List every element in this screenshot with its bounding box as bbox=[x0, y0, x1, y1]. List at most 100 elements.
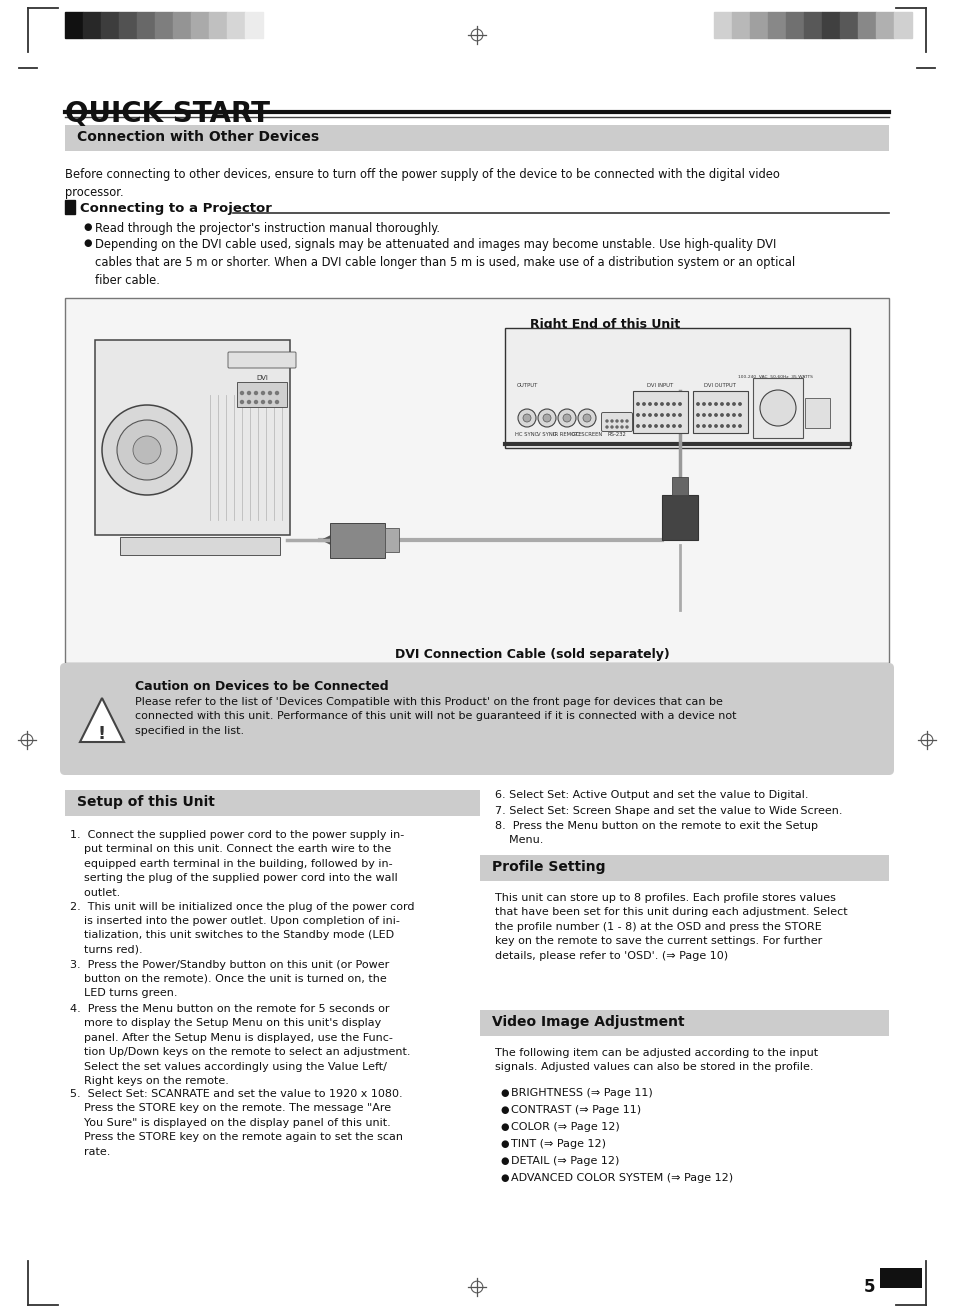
Bar bbox=[172, 12, 191, 38]
Bar bbox=[671, 477, 687, 495]
Text: 4.  Press the Menu button on the remote for 5 seconds or
    more to display the: 4. Press the Menu button on the remote f… bbox=[70, 1004, 410, 1086]
Circle shape bbox=[672, 414, 675, 416]
Text: Video Image Adjustment: Video Image Adjustment bbox=[492, 1015, 684, 1029]
Text: 3.  Press the Power/Standby button on this unit (or Power
    button on the remo: 3. Press the Power/Standby button on thi… bbox=[70, 960, 389, 998]
Circle shape bbox=[702, 414, 704, 416]
Bar bbox=[191, 12, 209, 38]
Circle shape bbox=[582, 414, 590, 421]
Circle shape bbox=[605, 425, 607, 428]
Bar bbox=[137, 12, 154, 38]
Text: 2.  This unit will be initialized once the plug of the power cord
    is inserte: 2. This unit will be initialized once th… bbox=[70, 902, 414, 955]
Text: 1.  Connect the supplied power cord to the power supply in-
    put terminal on : 1. Connect the supplied power cord to th… bbox=[70, 830, 404, 898]
Circle shape bbox=[578, 410, 596, 427]
Text: 100-240  VAC  50-60Hz  35 WATTS: 100-240 VAC 50-60Hz 35 WATTS bbox=[737, 376, 812, 379]
Bar bbox=[713, 12, 731, 38]
Circle shape bbox=[542, 414, 551, 421]
Text: Setup of this Unit: Setup of this Unit bbox=[77, 794, 214, 809]
Circle shape bbox=[620, 425, 622, 428]
Text: ●: ● bbox=[499, 1173, 508, 1183]
Circle shape bbox=[738, 403, 740, 406]
Circle shape bbox=[247, 400, 251, 403]
Circle shape bbox=[702, 403, 704, 406]
Circle shape bbox=[102, 404, 192, 495]
Bar bbox=[65, 790, 479, 815]
Bar bbox=[101, 12, 119, 38]
Circle shape bbox=[642, 403, 644, 406]
Circle shape bbox=[637, 403, 639, 406]
Text: OUTPUT: OUTPUT bbox=[516, 383, 537, 389]
Bar bbox=[767, 12, 785, 38]
Circle shape bbox=[648, 403, 651, 406]
Text: GC SCREEN: GC SCREEN bbox=[571, 432, 601, 437]
Text: Before connecting to other devices, ensure to turn off the power supply of the d: Before connecting to other devices, ensu… bbox=[65, 168, 779, 200]
Circle shape bbox=[562, 414, 571, 421]
Bar bbox=[245, 12, 263, 38]
Text: BRIGHTNESS (⇒ Page 11): BRIGHTNESS (⇒ Page 11) bbox=[511, 1088, 652, 1098]
Text: Depending on the DVI cable used, signals may be attenuated and images may become: Depending on the DVI cable used, signals… bbox=[95, 238, 794, 288]
Text: TINT (⇒ Page 12): TINT (⇒ Page 12) bbox=[511, 1138, 605, 1149]
Circle shape bbox=[558, 410, 576, 427]
Text: ●: ● bbox=[83, 238, 91, 248]
Bar bbox=[504, 328, 849, 448]
Circle shape bbox=[726, 414, 728, 416]
Text: 7. Select Set: Screen Shape and set the value to Wide Screen.: 7. Select Set: Screen Shape and set the … bbox=[495, 805, 841, 815]
Circle shape bbox=[616, 420, 618, 421]
Circle shape bbox=[648, 425, 651, 427]
Text: 8.  Press the Menu button on the remote to exit the Setup
    Menu.: 8. Press the Menu button on the remote t… bbox=[495, 821, 817, 846]
Circle shape bbox=[760, 390, 795, 425]
Text: 6. Select Set: Active Output and set the value to Digital.: 6. Select Set: Active Output and set the… bbox=[495, 790, 807, 800]
Circle shape bbox=[714, 414, 717, 416]
FancyBboxPatch shape bbox=[228, 352, 295, 368]
Circle shape bbox=[261, 391, 264, 394]
Circle shape bbox=[605, 420, 607, 421]
Circle shape bbox=[247, 391, 251, 394]
Bar bbox=[479, 1010, 888, 1036]
Circle shape bbox=[702, 425, 704, 427]
Bar bbox=[65, 12, 83, 38]
Bar bbox=[119, 12, 137, 38]
Text: The following item can be adjusted according to the input
signals. Adjusted valu: The following item can be adjusted accor… bbox=[495, 1048, 818, 1073]
Circle shape bbox=[610, 425, 613, 428]
Text: Right End of this Unit: Right End of this Unit bbox=[530, 318, 679, 331]
Bar bbox=[661, 495, 698, 540]
Text: 5: 5 bbox=[862, 1278, 874, 1296]
Text: VIDEO IN: VIDEO IN bbox=[246, 358, 277, 364]
Circle shape bbox=[275, 391, 278, 394]
Text: Caution on Devices to be Connected: Caution on Devices to be Connected bbox=[135, 680, 388, 693]
Circle shape bbox=[666, 403, 668, 406]
Text: Read through the projector's instruction manual thoroughly.: Read through the projector's instruction… bbox=[95, 222, 439, 235]
Text: !: ! bbox=[98, 725, 106, 743]
Circle shape bbox=[672, 403, 675, 406]
Circle shape bbox=[660, 425, 662, 427]
Circle shape bbox=[660, 403, 662, 406]
Circle shape bbox=[268, 391, 272, 394]
Text: V SYNC: V SYNC bbox=[537, 432, 557, 437]
Bar bbox=[785, 12, 803, 38]
Circle shape bbox=[654, 403, 657, 406]
Circle shape bbox=[625, 425, 627, 428]
Text: ●: ● bbox=[499, 1138, 508, 1149]
Circle shape bbox=[620, 420, 622, 421]
Bar bbox=[821, 12, 840, 38]
Text: ●: ● bbox=[499, 1106, 508, 1115]
Text: ●: ● bbox=[83, 222, 91, 232]
Circle shape bbox=[714, 403, 717, 406]
Bar bbox=[803, 12, 821, 38]
Bar bbox=[633, 391, 687, 433]
Circle shape bbox=[679, 414, 680, 416]
Bar bbox=[879, 1268, 921, 1288]
Polygon shape bbox=[80, 699, 124, 742]
Circle shape bbox=[679, 425, 680, 427]
Circle shape bbox=[637, 425, 639, 427]
Circle shape bbox=[738, 425, 740, 427]
Bar bbox=[154, 12, 172, 38]
Circle shape bbox=[660, 414, 662, 416]
Text: 5.  Select Set: SCANRATE and set the value to 1920 x 1080.
    Press the STORE k: 5. Select Set: SCANRATE and set the valu… bbox=[70, 1088, 402, 1157]
Bar bbox=[65, 200, 75, 214]
Text: HC SYNC: HC SYNC bbox=[515, 432, 538, 437]
Circle shape bbox=[720, 403, 722, 406]
Circle shape bbox=[642, 425, 644, 427]
Text: ●: ● bbox=[499, 1123, 508, 1132]
Circle shape bbox=[642, 414, 644, 416]
Bar bbox=[692, 391, 747, 433]
